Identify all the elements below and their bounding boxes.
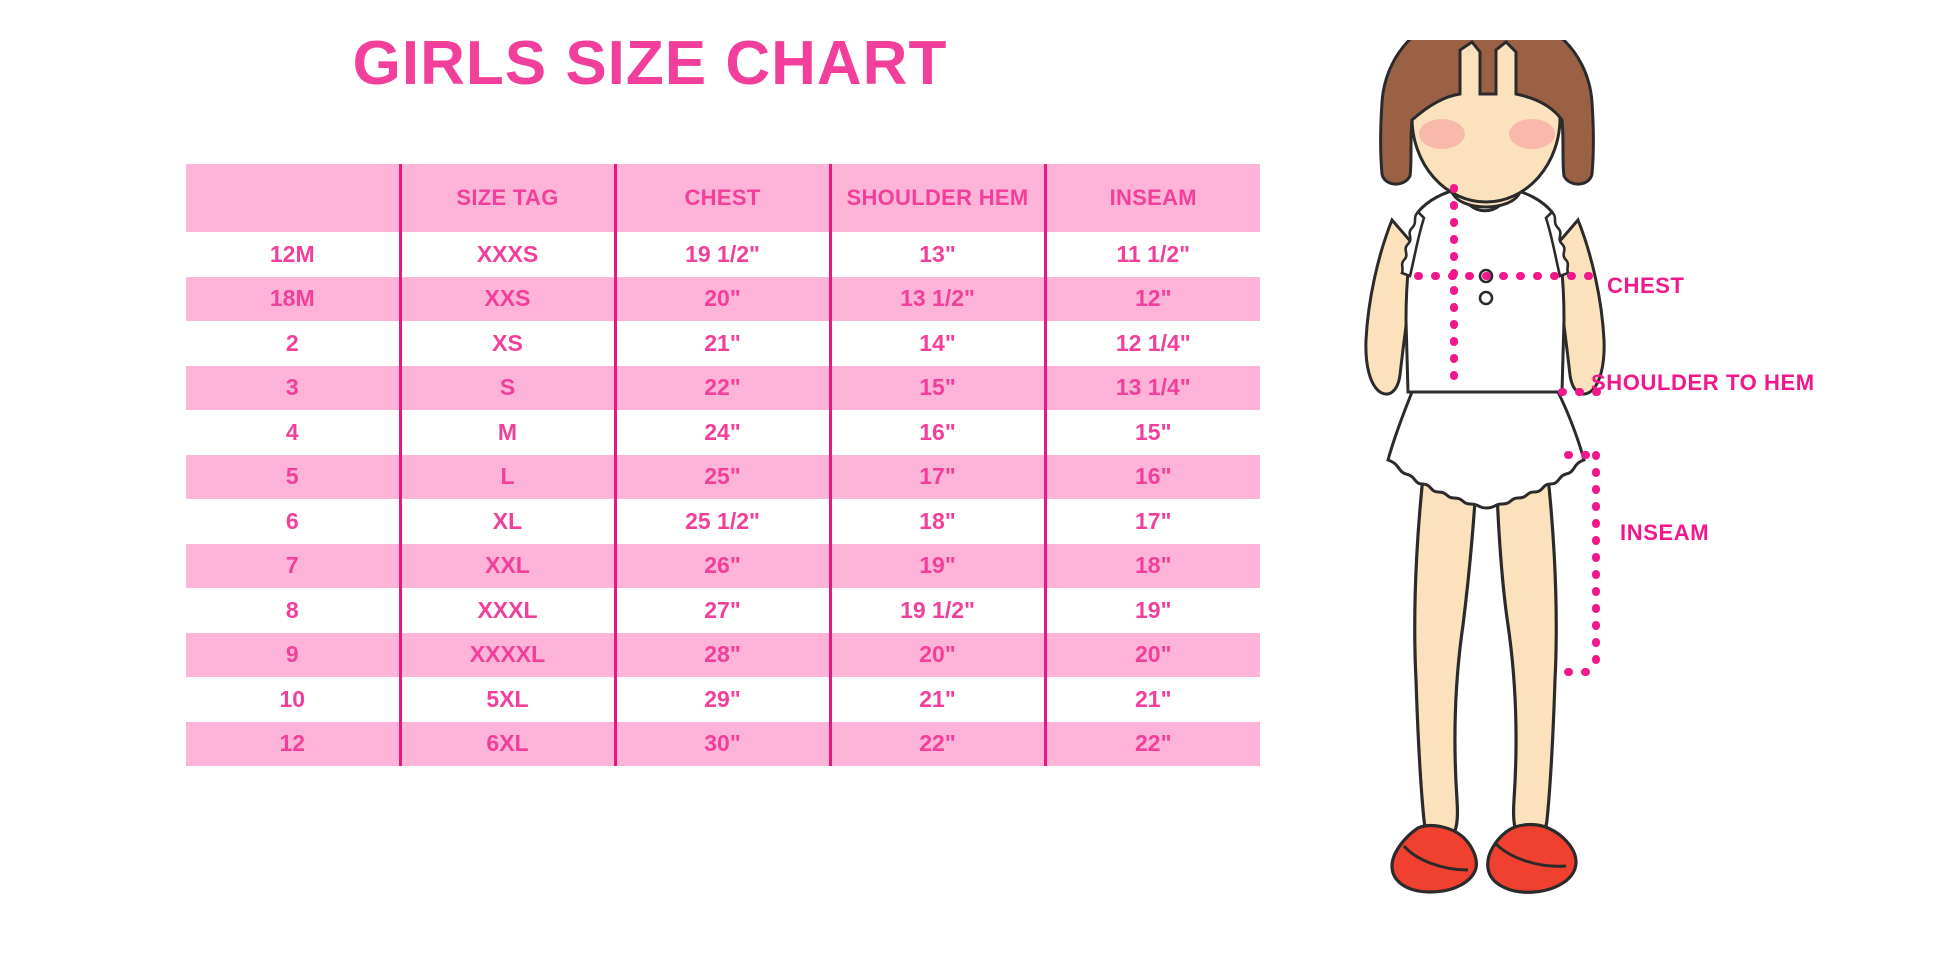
cell-size: 2	[186, 321, 400, 366]
table-row: 12M XXXS 19 1/2" 13" 11 1/2"	[186, 232, 1260, 277]
cell-shoulder-hem: 17"	[828, 454, 1045, 499]
measurement-lines-icon	[1414, 184, 1604, 676]
cell-size: 18M	[186, 276, 400, 321]
cell-chest: 28"	[613, 632, 830, 677]
cell-shoulder-hem: 20"	[828, 632, 1045, 677]
shoes-icon	[1390, 822, 1578, 894]
cell-inseam: 12 1/4"	[1043, 321, 1260, 366]
measurement-label-shoulder-to-hem: SHOULDER TO HEM	[1591, 370, 1815, 395]
cell-size-tag: M	[398, 410, 615, 455]
column-header-size	[186, 164, 400, 232]
cell-size: 9	[186, 632, 400, 677]
table-row: 7 XXL 26" 19" 18"	[186, 543, 1260, 588]
cell-shoulder-hem: 14"	[828, 321, 1045, 366]
cell-inseam: 21"	[1043, 677, 1260, 722]
skirt-icon	[1386, 390, 1586, 510]
cell-shoulder-hem: 21"	[828, 677, 1045, 722]
cell-inseam: 16"	[1043, 454, 1260, 499]
column-header-shoulder-hem: SHOULDER HEM	[828, 164, 1045, 232]
cell-size-tag: XL	[398, 499, 615, 544]
cell-size-tag: 6XL	[398, 721, 615, 766]
top-garment-icon	[1400, 187, 1570, 394]
cell-size-tag: 5XL	[398, 677, 615, 722]
cell-chest: 26"	[613, 543, 830, 588]
measurement-label-inseam: INSEAM	[1620, 520, 1710, 545]
hair-icon	[1379, 40, 1595, 186]
cell-shoulder-hem: 22"	[828, 721, 1045, 766]
table-row: 8 XXXL 27" 19 1/2" 19"	[186, 588, 1260, 633]
cell-size: 6	[186, 499, 400, 544]
cell-shoulder-hem: 19"	[828, 543, 1045, 588]
cell-inseam: 19"	[1043, 588, 1260, 633]
column-header-inseam: INSEAM	[1043, 164, 1260, 232]
cell-chest: 21"	[613, 321, 830, 366]
cell-chest: 30"	[613, 721, 830, 766]
table-header-row: SIZE TAG CHEST SHOULDER HEM INSEAM	[186, 164, 1260, 232]
measurement-label-chest: CHEST	[1607, 273, 1685, 298]
cell-chest: 24"	[613, 410, 830, 455]
cell-chest: 22"	[613, 365, 830, 410]
button-icon	[1478, 290, 1494, 306]
cell-size: 4	[186, 410, 400, 455]
size-chart-table: SIZE TAG CHEST SHOULDER HEM INSEAM 12M X…	[186, 164, 1260, 766]
table-row: 9 XXXXL 28" 20" 20"	[186, 632, 1260, 677]
cell-size-tag: XXXL	[398, 588, 615, 633]
cell-inseam: 17"	[1043, 499, 1260, 544]
table-row: 12 6XL 30" 22" 22"	[186, 721, 1260, 766]
table-row: 6 XL 25 1/2" 18" 17"	[186, 499, 1260, 544]
cell-chest: 27"	[613, 588, 830, 633]
cell-size: 3	[186, 365, 400, 410]
table-row: 5 L 25" 17" 16"	[186, 454, 1260, 499]
cell-shoulder-hem: 15"	[828, 365, 1045, 410]
cell-size-tag: XXS	[398, 276, 615, 321]
cell-size: 12M	[186, 232, 400, 277]
measurement-illustration: CHEST SHOULDER TO HEM INSEAM	[1300, 40, 1946, 940]
blush-icon	[1509, 119, 1555, 149]
cell-size: 5	[186, 454, 400, 499]
cell-size-tag: XXXS	[398, 232, 615, 277]
table-row: 10 5XL 29" 21" 21"	[186, 677, 1260, 722]
cell-inseam: 11 1/2"	[1043, 232, 1260, 277]
cell-shoulder-hem: 13 1/2"	[828, 276, 1045, 321]
cell-chest: 29"	[613, 677, 830, 722]
cell-shoulder-hem: 16"	[828, 410, 1045, 455]
legs-icon	[1413, 433, 1558, 843]
cell-inseam: 22"	[1043, 721, 1260, 766]
cell-inseam: 13 1/4"	[1043, 365, 1260, 410]
cell-chest: 25 1/2"	[613, 499, 830, 544]
girl-figure-icon	[1364, 40, 1606, 894]
cell-size-tag: XXL	[398, 543, 615, 588]
table-row: 18M XXS 20" 13 1/2" 12"	[186, 276, 1260, 321]
cell-size-tag: L	[398, 454, 615, 499]
table-row: 4 M 24" 16" 15"	[186, 410, 1260, 455]
cell-size: 8	[186, 588, 400, 633]
cell-inseam: 18"	[1043, 543, 1260, 588]
table-row: 2 XS 21" 14" 12 1/4"	[186, 321, 1260, 366]
blush-icon	[1419, 119, 1465, 149]
cell-inseam: 15"	[1043, 410, 1260, 455]
column-header-chest: CHEST	[613, 164, 830, 232]
cell-shoulder-hem: 18"	[828, 499, 1045, 544]
cell-inseam: 12"	[1043, 276, 1260, 321]
page-title: GIRLS SIZE CHART	[352, 29, 948, 98]
cell-inseam: 20"	[1043, 632, 1260, 677]
cell-shoulder-hem: 19 1/2"	[828, 588, 1045, 633]
cell-size-tag: S	[398, 365, 615, 410]
cell-size: 10	[186, 677, 400, 722]
cell-chest: 19 1/2"	[613, 232, 830, 277]
cell-chest: 25"	[613, 454, 830, 499]
column-header-size-tag: SIZE TAG	[398, 164, 615, 232]
size-chart-table-container: SIZE TAG CHEST SHOULDER HEM INSEAM 12M X…	[186, 164, 1260, 766]
cell-size: 7	[186, 543, 400, 588]
cell-size-tag: XS	[398, 321, 615, 366]
cell-size-tag: XXXXL	[398, 632, 615, 677]
cell-size: 12	[186, 721, 400, 766]
cell-shoulder-hem: 13"	[828, 232, 1045, 277]
table-row: 3 S 22" 15" 13 1/4"	[186, 365, 1260, 410]
cell-chest: 20"	[613, 276, 830, 321]
